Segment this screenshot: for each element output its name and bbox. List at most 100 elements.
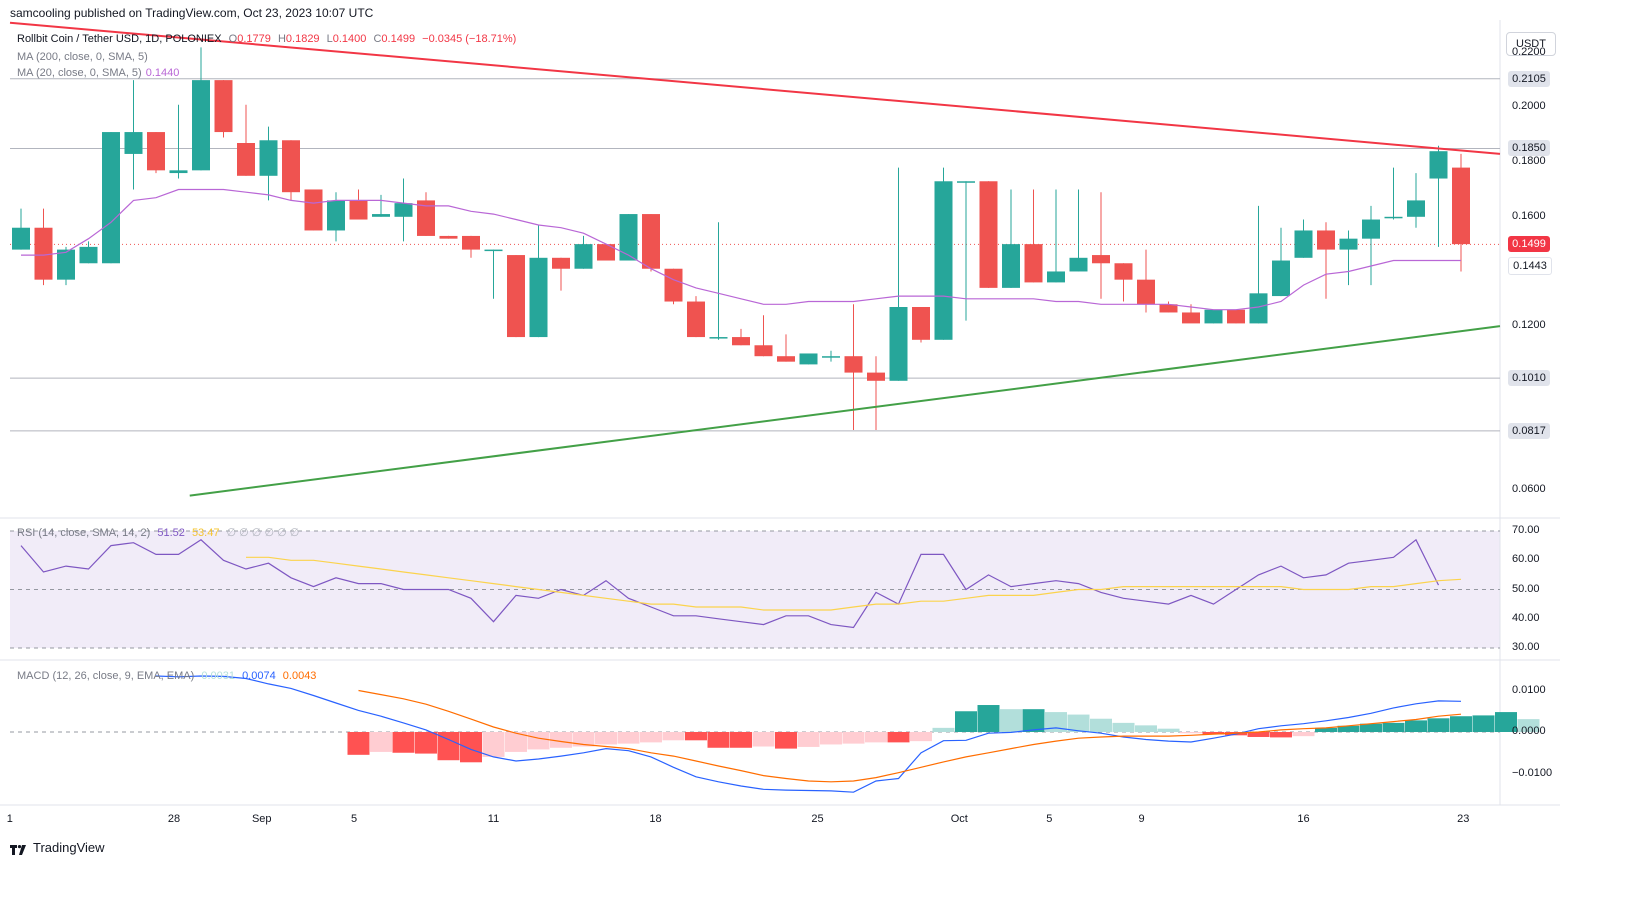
macd-histogram-bar <box>1157 728 1180 732</box>
macd-tick-label: −0.0100 <box>1512 766 1553 779</box>
rsi-tick-label: 70.00 <box>1512 524 1540 536</box>
macd-histogram-bar <box>1315 727 1337 732</box>
macd-histogram-bar <box>1067 714 1090 732</box>
ma20-label: MA (20, close, 0, SMA, 5) <box>17 67 142 79</box>
macd-histogram-bar <box>392 732 415 753</box>
currency-button[interactable]: USDT <box>1506 32 1556 56</box>
candle-body <box>1407 200 1425 217</box>
macd-histogram-bar <box>460 732 482 763</box>
price-marker-level: 0.1010 <box>1508 370 1550 387</box>
time-tick-label: 25 <box>811 813 824 825</box>
macd-legend[interactable]: MACD (12, 26, close, 9, EMA, EMA) 0.0031… <box>17 670 320 682</box>
candle-body <box>394 203 413 217</box>
macd-histogram-bar <box>955 711 977 732</box>
candle-body <box>1092 255 1110 264</box>
price-marker-last: 0.1499 <box>1508 236 1550 253</box>
macd-histogram-bar <box>1405 720 1427 732</box>
candle-body <box>237 143 255 176</box>
candle-body <box>1384 216 1403 219</box>
time-tick-label: 23 <box>1457 813 1470 825</box>
candle-body <box>1137 279 1155 305</box>
macd-histogram-bar <box>1450 716 1472 732</box>
close-label: C <box>373 33 382 45</box>
candle-body <box>1204 309 1223 324</box>
macd-histogram-bar <box>482 732 505 757</box>
macd-histogram-bar <box>797 732 820 747</box>
candle-body <box>619 214 638 261</box>
symbol-legend: Rollbit Coin / Tether USD, 1D, POLONIEX … <box>17 33 520 45</box>
footer: TradingView <box>10 840 105 855</box>
candle-body <box>259 140 278 176</box>
macd-histogram-bar <box>775 732 797 749</box>
resistance-trendline <box>9 21 1501 155</box>
candle-body <box>484 249 503 252</box>
price-tick-label: 0.1600 <box>1512 209 1546 222</box>
ma20-line <box>21 188 1461 311</box>
price-marker-level: 0.0817 <box>1508 422 1550 439</box>
candle-body <box>304 189 323 231</box>
low-label: L <box>326 33 333 45</box>
symbol-name[interactable]: Rollbit Coin / Tether USD, 1D, POLONIEX <box>17 33 222 45</box>
macd-histogram-bar <box>887 732 910 743</box>
macd-histogram-bar <box>347 732 370 755</box>
candle-body <box>327 200 345 231</box>
ma20-legend[interactable]: MA (20, close, 0, SMA, 5) 0.1440 <box>17 67 183 79</box>
candle-body <box>1182 312 1200 324</box>
candle-body <box>867 372 885 381</box>
rsi-tick-label: 40.00 <box>1512 611 1540 624</box>
macd-histogram-bar <box>752 732 775 747</box>
macd-histogram-bar <box>820 732 842 745</box>
macd-histogram-bar <box>932 727 955 732</box>
macd-histogram-bar <box>1472 715 1495 732</box>
candle-body <box>754 345 773 357</box>
macd-histogram-bar <box>505 732 527 752</box>
time-tick-label: 1 <box>6 813 13 825</box>
support-trendline <box>189 325 1501 497</box>
candle-body <box>1159 304 1178 313</box>
macd-histogram-bar <box>977 705 1000 732</box>
rsi-line <box>20 538 1440 629</box>
macd-histogram-bar <box>370 732 392 752</box>
price-tick-label: 0.1800 <box>1512 155 1546 168</box>
candle-body <box>79 246 98 264</box>
rsi-legend[interactable]: RSI (14, close, SMA, 14, 2) 51.52 53.47 … <box>17 526 303 539</box>
ma20-value: 0.1440 <box>145 67 180 79</box>
macd-histogram-bar <box>1270 732 1292 738</box>
macd-histogram-bar <box>550 732 572 748</box>
ma200-legend[interactable]: MA (200, close, 0, SMA, 5) <box>17 51 148 63</box>
publish-header: samcooling published on TradingView.com,… <box>10 6 374 20</box>
candle-body <box>57 249 75 280</box>
price-tick-label: 0.0600 <box>1512 483 1546 496</box>
macd-tick-label: 0.0000 <box>1512 725 1546 737</box>
macd-histogram-bar <box>842 732 865 744</box>
macd-histogram-bar <box>1135 725 1157 732</box>
high-label: H <box>277 33 286 45</box>
macd-histogram-bar <box>1427 718 1450 732</box>
macd-histogram-bar <box>1180 732 1202 734</box>
candle-body <box>1024 244 1043 283</box>
candle-body <box>664 268 683 302</box>
candle-body <box>777 356 795 362</box>
time-tick-label: 9 <box>1138 813 1145 825</box>
rsi-tick-label: 50.00 <box>1512 582 1540 595</box>
candle-body <box>147 132 165 171</box>
rsi-tick-label: 60.00 <box>1512 553 1540 566</box>
macd-histogram-bar <box>865 732 887 743</box>
time-tick-label: 18 <box>649 813 662 825</box>
macd-tick-label: 0.0100 <box>1512 683 1546 696</box>
price-marker-level: 0.2105 <box>1508 70 1550 87</box>
macd-histogram-bar <box>640 732 662 743</box>
macd-histogram-bar <box>1112 722 1135 732</box>
candle-body <box>507 255 525 338</box>
candle-body <box>844 356 863 373</box>
candle-body <box>462 235 480 250</box>
candle-body <box>822 356 840 358</box>
price-marker-level: 0.1850 <box>1508 140 1550 157</box>
time-tick-label: 16 <box>1297 813 1310 825</box>
macd-histogram-bar <box>910 732 932 742</box>
macd-label: MACD (12, 26, close, 9, EMA, EMA) <box>17 670 195 682</box>
candle-body <box>597 244 615 261</box>
signal-line <box>358 689 1462 783</box>
open-label: O <box>228 33 238 45</box>
